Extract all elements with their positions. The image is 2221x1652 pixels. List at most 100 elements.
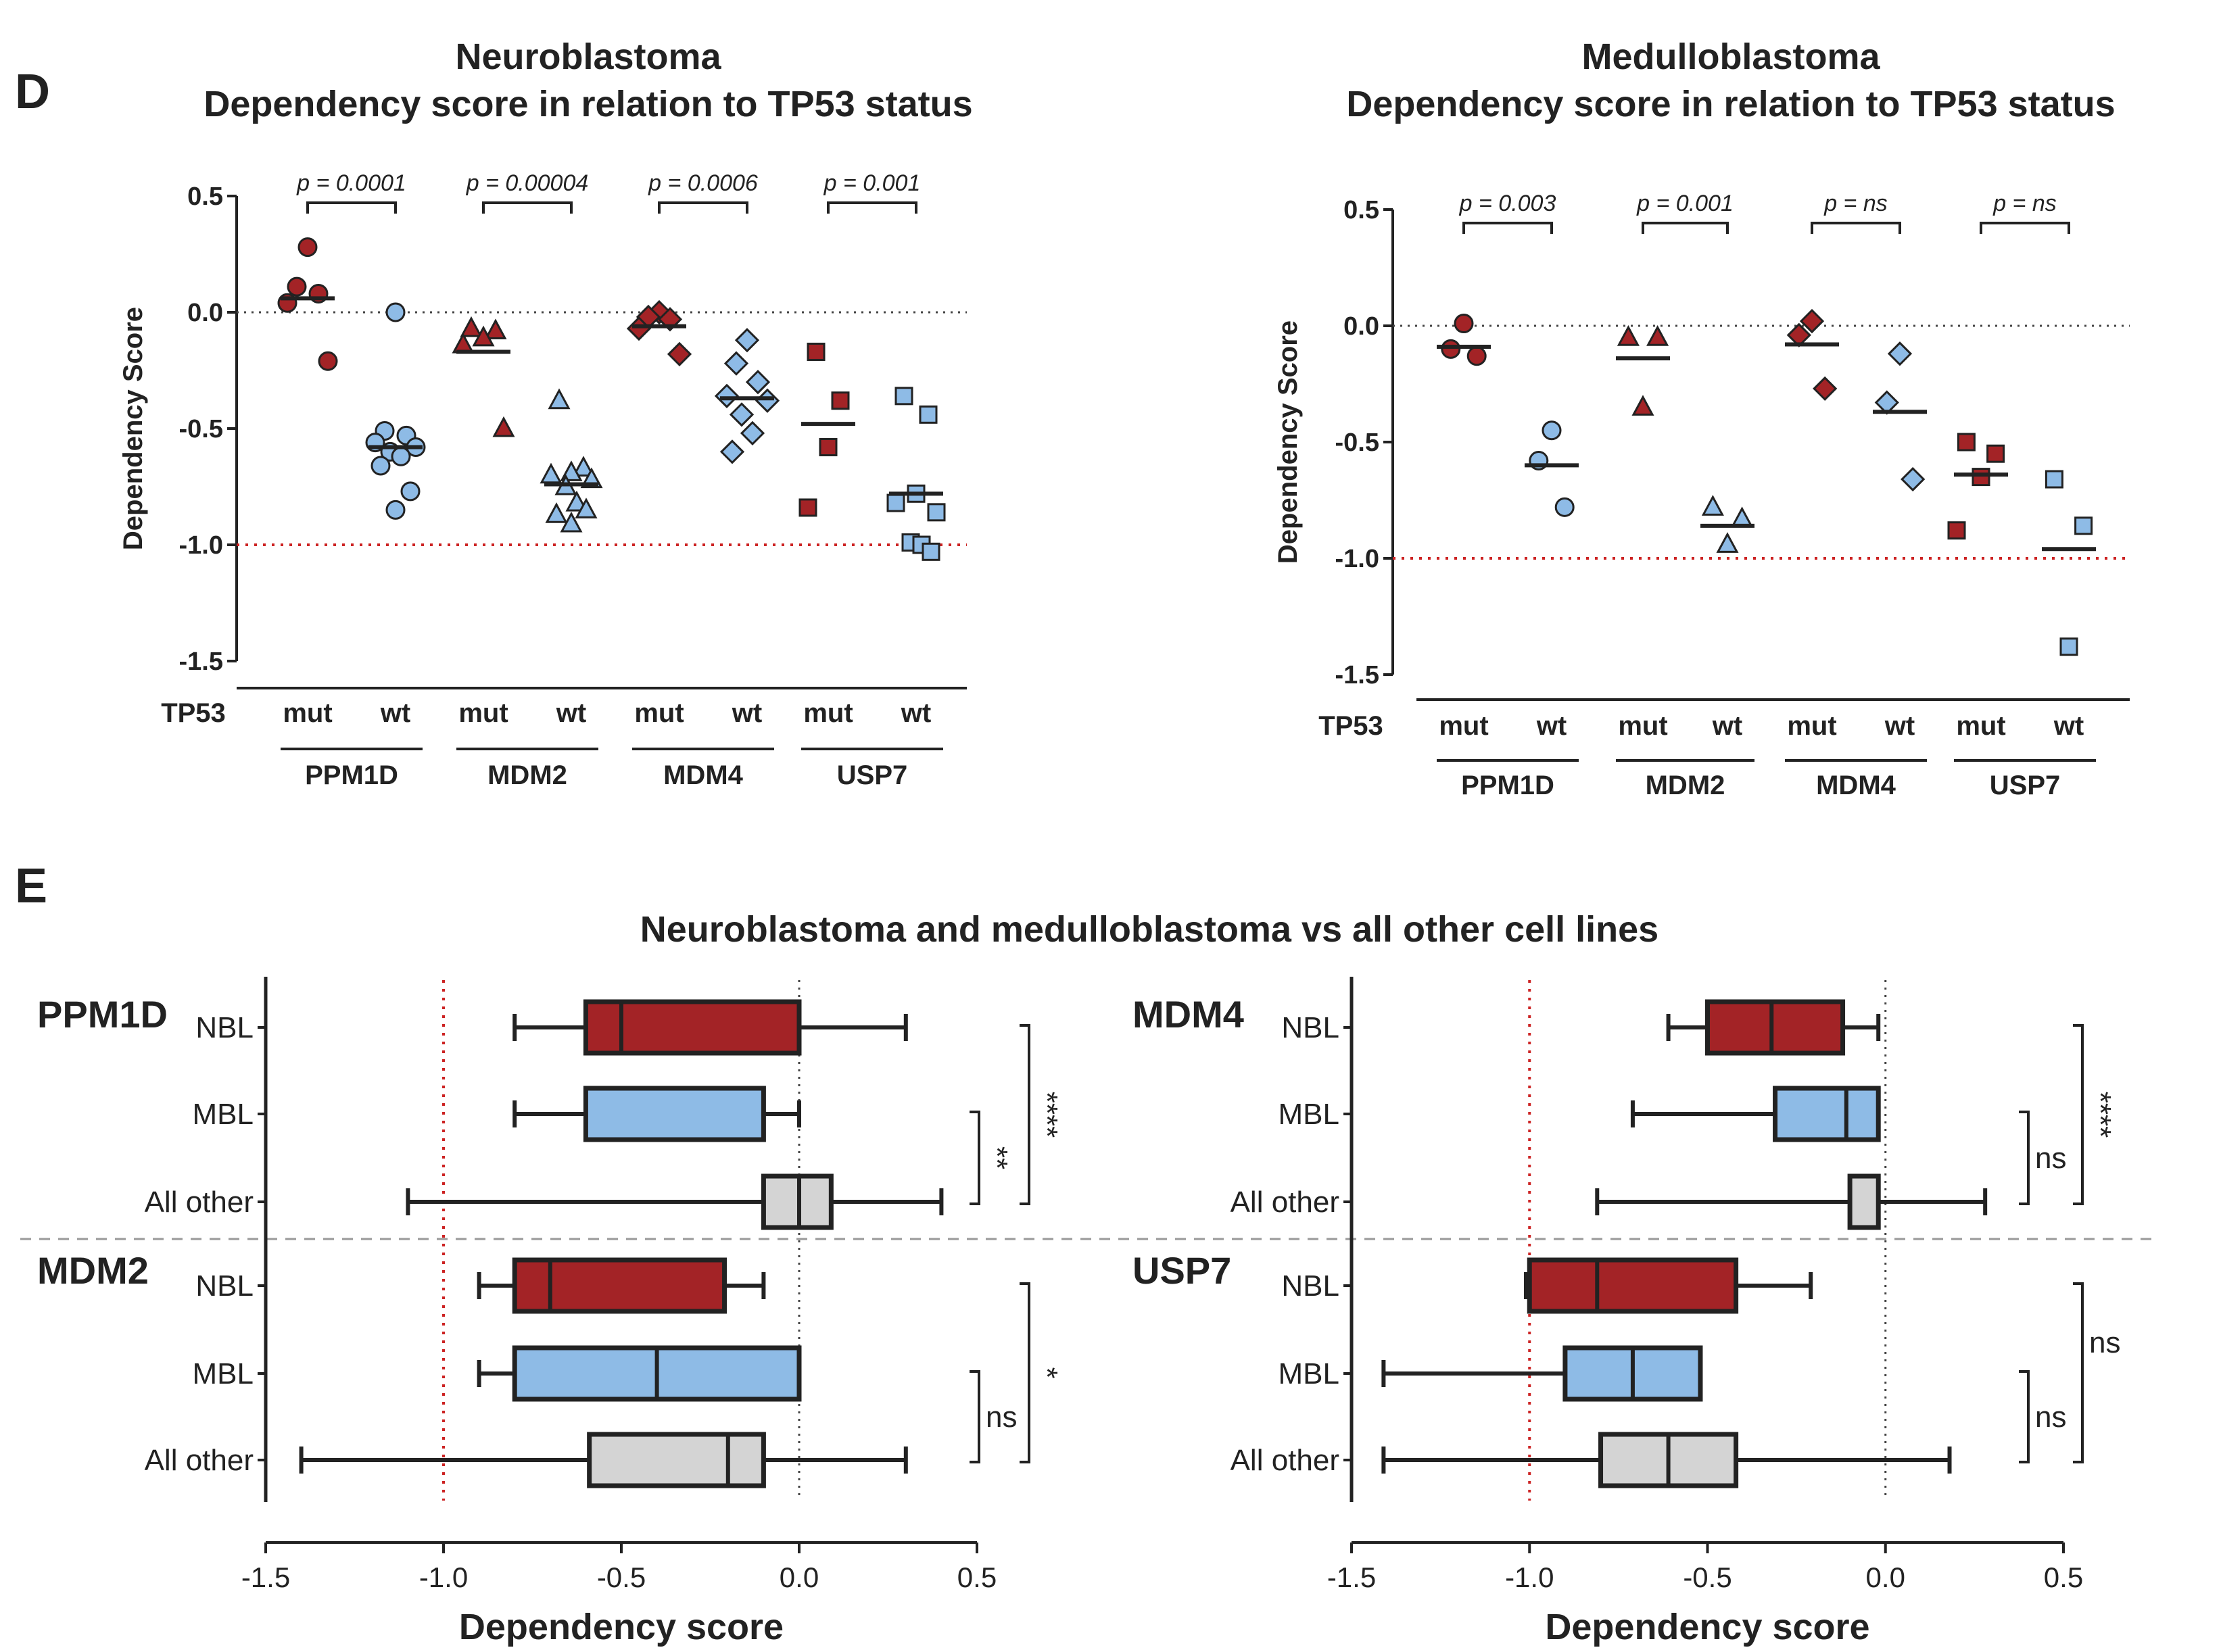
data-point-wt [2074, 516, 2093, 535]
outer-significance-label: ns [2089, 1326, 2120, 1359]
data-point-mut [1799, 308, 1825, 334]
p-value-label: p = 0.0006 [648, 170, 758, 196]
data-point-mut [492, 416, 515, 437]
y-tick-label: -0.5 [1335, 429, 1379, 457]
data-point-wt [545, 502, 568, 523]
x-tick-label: 0.0 [1866, 1561, 1905, 1593]
data-point-wt [719, 439, 745, 464]
data-point-wt [922, 542, 940, 561]
gene-label: PPM1D [37, 993, 168, 1036]
box-mbl [1773, 1086, 1881, 1142]
inner-significance-bracket [2019, 1370, 2030, 1463]
data-point-wt [714, 383, 740, 408]
p-value-label: p = 0.003 [1459, 191, 1556, 216]
p-value-label: p = 0.001 [823, 170, 921, 196]
x-tick-label: -0.5 [1683, 1561, 1732, 1593]
x-tick-label-wt: wt [380, 698, 410, 728]
data-point-mut [460, 316, 483, 337]
neuroblastoma-scatter-chart: Neuroblastoma Dependency score in relatio… [118, 37, 973, 790]
category-label: All other [1231, 1444, 1339, 1477]
data-point-mut [1454, 314, 1474, 334]
inner-significance-bracket [2019, 1111, 2030, 1205]
data-point-wt [1716, 532, 1739, 553]
data-point-mut [667, 341, 692, 367]
y-tick-label: -1.5 [179, 648, 223, 676]
group-mdm4: p = ns mut wt MDM4 [1785, 191, 1927, 800]
category-label: MBL [1279, 1357, 1339, 1390]
data-point-wt [745, 370, 771, 395]
y-tick-label: 0.5 [187, 183, 223, 211]
x-tick-label: -1.0 [419, 1561, 468, 1593]
x-tick-label-mut: mut [634, 698, 684, 728]
data-point-mut [484, 318, 507, 340]
data-point-mut [452, 332, 475, 354]
inner-significance-label: ns [2035, 1401, 2066, 1434]
data-point-wt [560, 511, 583, 533]
p-value-label: p = ns [1823, 191, 1888, 216]
boxplot-chart: Neuroblastoma and medulloblastoma vs all… [20, 909, 2153, 1647]
category-label: All other [1231, 1186, 1339, 1219]
data-point-mut [287, 276, 307, 297]
boxplot-column-1: -1.5 -1.0 -0.5 0.0 0.5 Dependency score PPM1D N… [37, 977, 1064, 1647]
data-point-wt [385, 500, 406, 520]
x-tick-label-wt: wt [732, 698, 762, 728]
gene-group-label: MDM2 [1646, 771, 1725, 800]
panel-label-e: E [15, 859, 47, 913]
inner-significance-bracket [970, 1370, 980, 1463]
medulloblastoma-scatter-chart: Medulloblastoma Dependency score in relat… [1273, 37, 2130, 800]
inner-significance-label: ns [986, 1401, 1017, 1434]
data-point-wt [740, 420, 765, 446]
category-label: All other [145, 1186, 254, 1219]
data-point-wt [729, 402, 755, 427]
data-point-mut [831, 391, 850, 410]
data-point-wt [371, 456, 391, 476]
data-point-wt [755, 388, 780, 413]
data-point-wt [1901, 466, 1926, 492]
category-label: NBL [195, 1011, 254, 1044]
group-mdm4: p = 0.0006 mut wt MDM4 [626, 170, 780, 790]
data-point-mut [1617, 325, 1640, 346]
data-point-wt [391, 446, 411, 466]
group-ppm1d: p = 0.0001 mut wt PPM1D [277, 170, 426, 790]
data-point-mut [1947, 521, 1966, 540]
data-point-wt [919, 405, 938, 424]
x-tick-label: -1.5 [241, 1561, 290, 1593]
category-label: NBL [1281, 1011, 1339, 1044]
chart-title-line-2: Dependency score in relation to TP53 sta… [1346, 84, 2115, 124]
box-nbl [1527, 1257, 1739, 1314]
gene-group-label: PPM1D [305, 760, 398, 790]
x-tick-label-mut: mut [1439, 711, 1488, 741]
data-point-wt [1554, 497, 1575, 517]
inner-significance-label: ** [980, 1146, 1013, 1169]
data-point-wt [572, 456, 595, 477]
p-value-label: p = 0.001 [1636, 191, 1734, 216]
gene-label: USP7 [1132, 1249, 1231, 1292]
x-tick-label: -1.5 [1327, 1561, 1376, 1593]
x-axis-label: Dependency score [1545, 1607, 1869, 1647]
data-point-wt [927, 503, 946, 522]
group-mdm2: p = 0.001 mut wt MDM2 [1616, 191, 1754, 800]
outer-significance-bracket [2073, 1024, 2084, 1205]
data-point-wt [723, 351, 749, 376]
gene-usp7: USP7 NBL MBL All other ns ns [1132, 1249, 2120, 1488]
x-tick-label-wt: wt [1884, 711, 1915, 741]
data-point-mut [819, 438, 838, 457]
data-point-mut [1466, 346, 1487, 366]
x-tick-label-mut: mut [1787, 711, 1836, 741]
inner-significance-bracket [970, 1111, 980, 1205]
data-point-mut [1813, 376, 1838, 402]
x-tick-label: 0.5 [957, 1561, 997, 1593]
data-point-wt [575, 497, 598, 518]
gene-group-label: USP7 [837, 760, 908, 790]
box-all-other [1847, 1173, 1881, 1230]
category-label: MBL [1279, 1098, 1339, 1131]
x-tick-label: 0.5 [2044, 1561, 2083, 1593]
x-tick-label-mut: mut [1956, 711, 2005, 741]
data-point-wt [734, 328, 760, 353]
data-point-mut [1957, 433, 1976, 452]
y-tick-label: 0.0 [187, 299, 223, 327]
box-nbl [512, 1257, 727, 1314]
p-value-bracket [1642, 222, 1729, 234]
